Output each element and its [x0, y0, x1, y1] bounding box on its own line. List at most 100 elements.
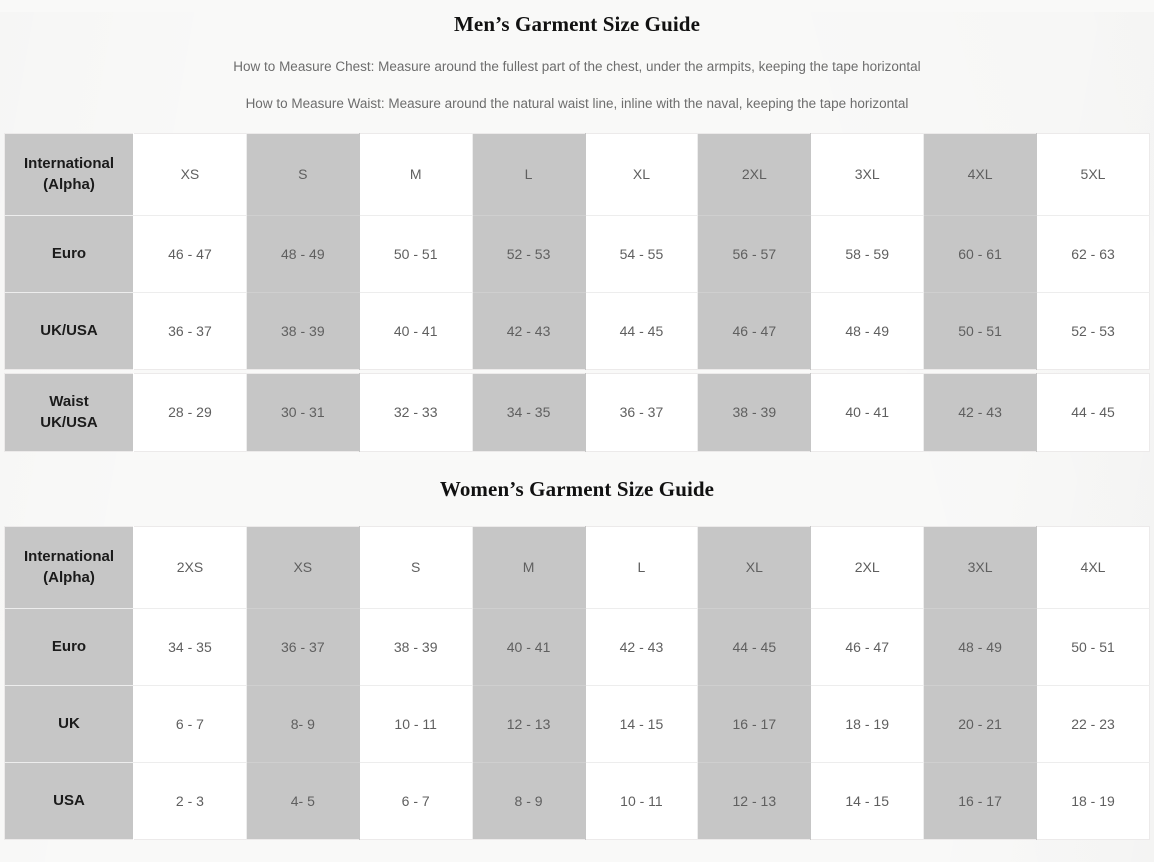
table-row: Waist UK/USA 28 - 29 30 - 31 32 - 33 34 … — [4, 373, 1150, 452]
mens-row-label-waist: Waist UK/USA — [4, 373, 134, 452]
table-cell: 42 - 43 — [585, 608, 699, 686]
table-cell: 42 - 43 — [472, 292, 586, 370]
table-cell: 36 - 37 — [133, 292, 247, 370]
table-cell: 42 - 43 — [923, 373, 1037, 452]
table-cell: 46 - 47 — [697, 292, 812, 370]
mens-size-table: International (Alpha) XS S M L XL 2XL 3X… — [4, 133, 1150, 370]
mens-row-label-ukusa: UK/USA — [4, 292, 134, 370]
womens-guide-title: Women’s Garment Size Guide — [439, 477, 715, 501]
mens-size-guide-section: Men’s Garment Size Guide How to Measure … — [0, 12, 1154, 452]
womens-header-label-cell: International (Alpha) — [4, 526, 134, 609]
table-cell: 36 - 37 — [246, 608, 360, 686]
mens-waist-table: Waist UK/USA 28 - 29 30 - 31 32 - 33 34 … — [4, 373, 1150, 452]
table-row: USA 2 - 3 4- 5 6 - 7 8 - 9 10 - 11 12 - … — [4, 762, 1150, 840]
womens-size-header-xs: XS — [246, 526, 360, 609]
table-cell: 58 - 59 — [810, 215, 925, 293]
table-cell: 40 - 41 — [810, 373, 925, 452]
table-cell: 46 - 47 — [810, 608, 925, 686]
mens-waist-instruction: How to Measure Waist: Measure around the… — [245, 96, 909, 111]
table-cell: 20 - 21 — [923, 685, 1037, 763]
table-cell: 8- 9 — [246, 685, 360, 763]
table-cell: 12 - 13 — [472, 685, 586, 763]
table-row: Euro 34 - 35 36 - 37 38 - 39 40 - 41 42 … — [4, 608, 1150, 686]
table-cell: 18 - 19 — [1036, 762, 1150, 840]
table-cell: 14 - 15 — [585, 685, 699, 763]
womens-size-header-2xs: 2XS — [133, 526, 247, 609]
womens-header-label-line1: International — [23, 548, 114, 566]
mens-waist-label-line2: UK/USA — [40, 413, 98, 431]
womens-table-header-row: International (Alpha) 2XS XS S M L XL 2X… — [4, 526, 1150, 609]
mens-waist-label-line1: Waist — [49, 393, 89, 411]
table-cell: 40 - 41 — [472, 608, 586, 686]
womens-size-header-xl: XL — [697, 526, 812, 609]
womens-size-header-m: M — [472, 526, 586, 609]
table-cell: 56 - 57 — [697, 215, 812, 293]
womens-row-label-usa: USA — [4, 762, 134, 840]
mens-size-header-4xl: 4XL — [923, 133, 1037, 216]
table-cell: 4- 5 — [246, 762, 360, 840]
table-cell: 30 - 31 — [246, 373, 360, 452]
table-row: Euro 46 - 47 48 - 49 50 - 51 52 - 53 54 … — [4, 215, 1150, 293]
table-cell: 60 - 61 — [923, 215, 1037, 293]
womens-size-header-l: L — [585, 526, 699, 609]
table-cell: 40 - 41 — [359, 292, 473, 370]
mens-header-label-line2: (Alpha) — [43, 175, 95, 193]
womens-size-header-2xl: 2XL — [810, 526, 925, 609]
table-cell: 50 - 51 — [1036, 608, 1150, 686]
table-row: UK 6 - 7 8- 9 10 - 11 12 - 13 14 - 15 16… — [4, 685, 1150, 763]
table-cell: 16 - 17 — [923, 762, 1037, 840]
table-cell: 18 - 19 — [810, 685, 925, 763]
table-cell: 48 - 49 — [246, 215, 360, 293]
table-cell: 14 - 15 — [810, 762, 925, 840]
womens-row-label-uk: UK — [4, 685, 134, 763]
mens-guide-title: Men’s Garment Size Guide — [453, 12, 700, 36]
table-cell: 2 - 3 — [133, 762, 247, 840]
table-cell: 38 - 39 — [697, 373, 812, 452]
table-cell: 50 - 51 — [923, 292, 1037, 370]
womens-size-guide-section: Women’s Garment Size Guide International… — [0, 477, 1154, 840]
table-cell: 52 - 53 — [472, 215, 586, 293]
table-cell: 46 - 47 — [133, 215, 247, 293]
mens-size-header-l: L — [472, 133, 586, 216]
mens-chest-instruction: How to Measure Chest: Measure around the… — [233, 59, 921, 74]
table-cell: 36 - 37 — [585, 373, 699, 452]
table-cell: 34 - 35 — [133, 608, 247, 686]
table-cell: 54 - 55 — [585, 215, 699, 293]
table-cell: 10 - 11 — [359, 685, 473, 763]
table-cell: 50 - 51 — [359, 215, 473, 293]
table-cell: 48 - 49 — [810, 292, 925, 370]
table-cell: 22 - 23 — [1036, 685, 1150, 763]
table-cell: 28 - 29 — [133, 373, 247, 452]
mens-size-header-xl: XL — [585, 133, 699, 216]
table-cell: 16 - 17 — [697, 685, 812, 763]
table-cell: 12 - 13 — [697, 762, 812, 840]
mens-size-header-xs: XS — [133, 133, 247, 216]
table-row: UK/USA 36 - 37 38 - 39 40 - 41 42 - 43 4… — [4, 292, 1150, 370]
mens-table-header-row: International (Alpha) XS S M L XL 2XL 3X… — [4, 133, 1150, 216]
table-cell: 44 - 45 — [585, 292, 699, 370]
womens-size-header-s: S — [359, 526, 473, 609]
table-cell: 6 - 7 — [359, 762, 473, 840]
table-cell: 8 - 9 — [472, 762, 586, 840]
size-guide-page: Men’s Garment Size Guide How to Measure … — [0, 12, 1154, 840]
table-cell: 52 - 53 — [1036, 292, 1150, 370]
table-cell: 10 - 11 — [585, 762, 699, 840]
table-cell: 44 - 45 — [1036, 373, 1150, 452]
table-cell: 32 - 33 — [359, 373, 473, 452]
table-cell: 6 - 7 — [133, 685, 247, 763]
mens-size-header-s: S — [246, 133, 360, 216]
womens-row-label-euro: Euro — [4, 608, 134, 686]
mens-row-label-euro: Euro — [4, 215, 134, 293]
womens-size-header-4xl: 4XL — [1036, 526, 1150, 609]
womens-size-table: International (Alpha) 2XS XS S M L XL 2X… — [4, 526, 1150, 840]
table-cell: 44 - 45 — [697, 608, 812, 686]
table-cell: 34 - 35 — [472, 373, 586, 452]
mens-size-header-m: M — [359, 133, 473, 216]
mens-size-header-3xl: 3XL — [810, 133, 925, 216]
mens-header-label-cell: International (Alpha) — [4, 133, 134, 216]
womens-size-header-3xl: 3XL — [923, 526, 1037, 609]
table-cell: 38 - 39 — [246, 292, 360, 370]
mens-header-label-line1: International — [23, 155, 114, 173]
womens-header-label-line2: (Alpha) — [43, 568, 95, 586]
table-cell: 48 - 49 — [923, 608, 1037, 686]
